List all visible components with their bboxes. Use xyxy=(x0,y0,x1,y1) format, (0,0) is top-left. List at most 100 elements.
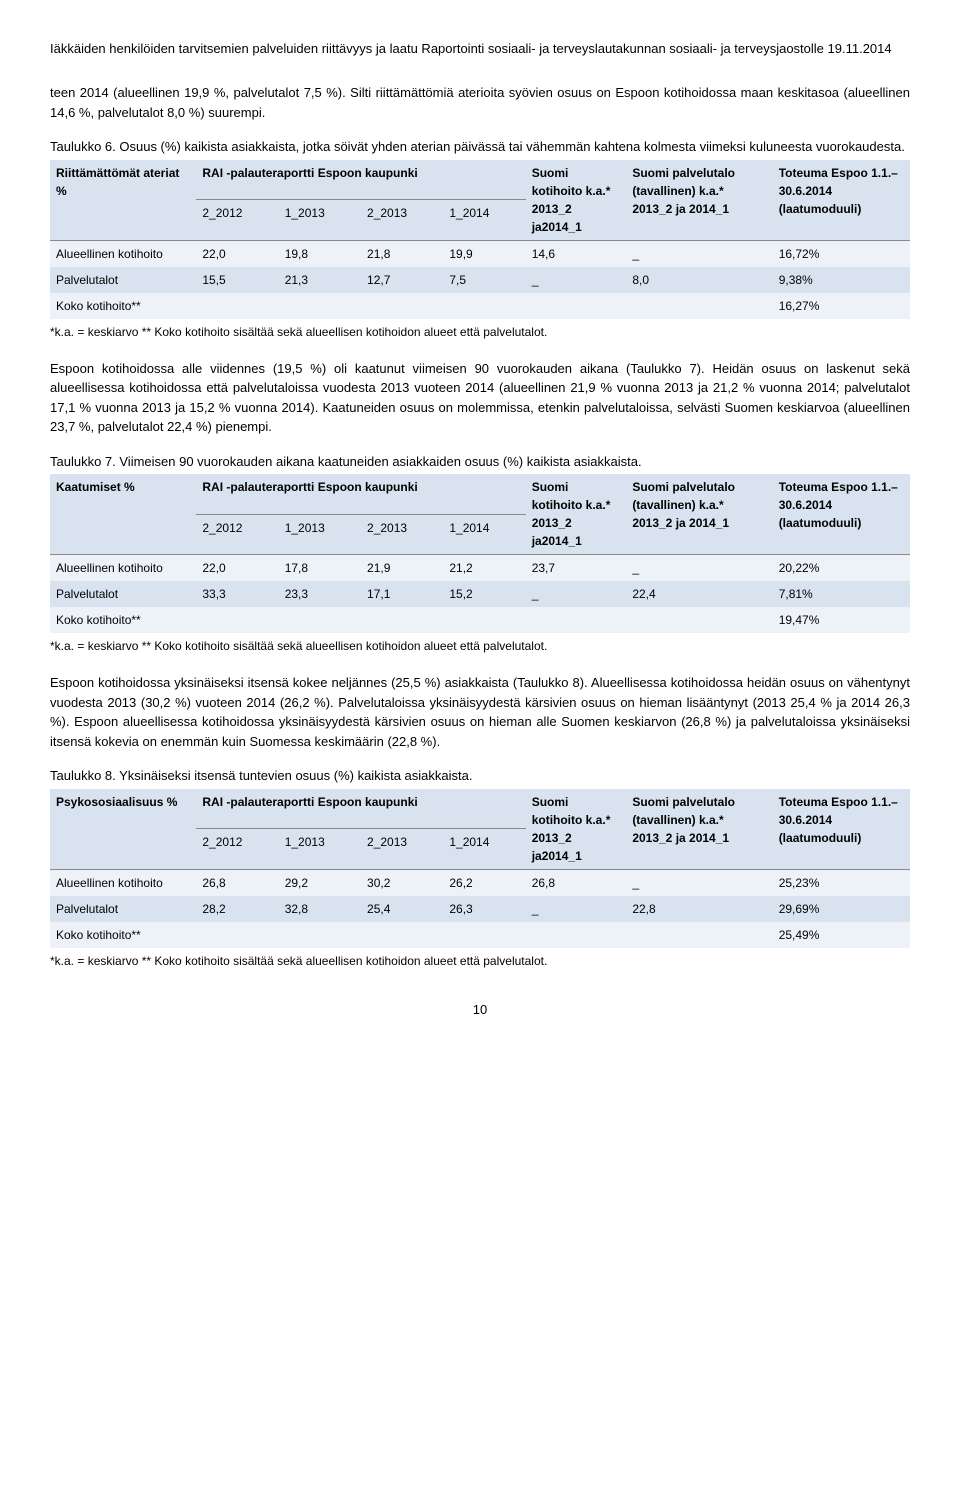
table6-caption: Taulukko 6. Osuus (%) kaikista asiakkais… xyxy=(50,137,910,157)
table8-sub-2: 2_2013 xyxy=(361,829,443,870)
cell-value xyxy=(443,922,525,948)
cell-value xyxy=(196,607,278,633)
cell-value: 21,3 xyxy=(279,267,361,293)
table7-h-tot: Toteuma Espoo 1.1.–30.6.2014 (laatumoduu… xyxy=(773,474,910,555)
table7-sub-2: 2_2013 xyxy=(361,514,443,555)
cell-value xyxy=(279,607,361,633)
table6-h-rai: RAI -palauteraportti Espoon kaupunki xyxy=(196,160,525,200)
row-label: Koko kotihoito** xyxy=(50,293,196,319)
cell-value: 26,2 xyxy=(443,869,525,896)
table7-sub-1: 1_2013 xyxy=(279,514,361,555)
paragraph-3: Espoon kotihoidossa yksinäiseksi itsensä… xyxy=(50,673,910,751)
table8-caption: Taulukko 8. Yksinäiseksi itsensä tuntevi… xyxy=(50,766,910,786)
cell-value: _ xyxy=(526,581,627,607)
cell-value: 8,0 xyxy=(626,267,772,293)
cell-value xyxy=(626,607,772,633)
page-number: 10 xyxy=(50,1000,910,1020)
cell-value xyxy=(443,607,525,633)
cell-value: 25,4 xyxy=(361,896,443,922)
table8-sub-0: 2_2012 xyxy=(196,829,278,870)
cell-value xyxy=(361,607,443,633)
cell-value: 9,38% xyxy=(773,267,910,293)
table-row: Palvelutalot33,323,317,115,2_22,47,81% xyxy=(50,581,910,607)
row-label: Koko kotihoito** xyxy=(50,607,196,633)
cell-value: 15,2 xyxy=(443,581,525,607)
cell-value xyxy=(626,293,772,319)
cell-value: 17,1 xyxy=(361,581,443,607)
table-row: Koko kotihoito** 19,47% xyxy=(50,607,910,633)
cell-value: 22,8 xyxy=(626,896,772,922)
cell-value: 23,7 xyxy=(526,555,627,582)
cell-value: 17,8 xyxy=(279,555,361,582)
table8-h-label: Psykososiaalisuus % xyxy=(50,789,196,870)
cell-value: 19,9 xyxy=(443,240,525,267)
row-label: Alueellinen kotihoito xyxy=(50,869,196,896)
table8-h-tot: Toteuma Espoo 1.1.–30.6.2014 (laatumoduu… xyxy=(773,789,910,870)
table-row: Palvelutalot28,232,825,426,3_22,829,69% xyxy=(50,896,910,922)
cell-value xyxy=(526,607,627,633)
cell-value xyxy=(443,293,525,319)
page-header: Iäkkäiden henkilöiden tarvitsemien palve… xyxy=(50,40,910,58)
table8-sub-3: 1_2014 xyxy=(443,829,525,870)
table7: Kaatumiset % RAI -palauteraportti Espoon… xyxy=(50,474,910,633)
cell-value: _ xyxy=(626,555,772,582)
cell-value: 32,8 xyxy=(279,896,361,922)
cell-value: 33,3 xyxy=(196,581,278,607)
cell-value xyxy=(626,922,772,948)
table-row: Alueellinen kotihoito22,019,821,819,914,… xyxy=(50,240,910,267)
table6: Riittämättömät ateriat % RAI -palauterap… xyxy=(50,160,910,319)
cell-value xyxy=(361,293,443,319)
cell-value xyxy=(526,922,627,948)
table-row: Alueellinen kotihoito26,829,230,226,226,… xyxy=(50,869,910,896)
table6-h-palv: Suomi palvelutalo (tavallinen) k.a.* 201… xyxy=(626,160,772,241)
cell-value: 26,8 xyxy=(196,869,278,896)
row-label: Palvelutalot xyxy=(50,267,196,293)
table6-footnote: *k.a. = keskiarvo ** Koko kotihoito sisä… xyxy=(50,323,910,341)
paragraph-2: Espoon kotihoidossa alle viidennes (19,5… xyxy=(50,359,910,437)
cell-value: _ xyxy=(526,267,627,293)
table8-h-palv: Suomi palvelutalo (tavallinen) k.a.* 201… xyxy=(626,789,772,870)
table8: Psykososiaalisuus % RAI -palauteraportti… xyxy=(50,789,910,948)
cell-value: 15,5 xyxy=(196,267,278,293)
cell-value: 7,5 xyxy=(443,267,525,293)
table6-sub-0: 2_2012 xyxy=(196,200,278,241)
cell-value: 19,47% xyxy=(773,607,910,633)
intro-paragraph: teen 2014 (alueellinen 19,9 %, palveluta… xyxy=(50,83,910,122)
cell-value: 16,72% xyxy=(773,240,910,267)
cell-value: 23,3 xyxy=(279,581,361,607)
table8-footnote: *k.a. = keskiarvo ** Koko kotihoito sisä… xyxy=(50,952,910,970)
row-label: Alueellinen kotihoito xyxy=(50,555,196,582)
table8-sub-1: 1_2013 xyxy=(279,829,361,870)
cell-value xyxy=(526,293,627,319)
cell-value: 14,6 xyxy=(526,240,627,267)
table6-sub-2: 2_2013 xyxy=(361,200,443,241)
table7-h-label: Kaatumiset % xyxy=(50,474,196,555)
table8-h-rai: RAI -palauteraportti Espoon kaupunki xyxy=(196,789,525,829)
row-label: Koko kotihoito** xyxy=(50,922,196,948)
table7-h-suomi: Suomi kotihoito k.a.* 2013_2 ja2014_1 xyxy=(526,474,627,555)
cell-value: 22,0 xyxy=(196,555,278,582)
cell-value: 26,8 xyxy=(526,869,627,896)
table-row: Palvelutalot15,521,312,77,5_8,09,38% xyxy=(50,267,910,293)
table7-sub-0: 2_2012 xyxy=(196,514,278,555)
cell-value: 30,2 xyxy=(361,869,443,896)
table-row: Koko kotihoito**16,27% xyxy=(50,293,910,319)
cell-value: _ xyxy=(526,896,627,922)
cell-value: 29,69% xyxy=(773,896,910,922)
table7-h-rai: RAI -palauteraportti Espoon kaupunki xyxy=(196,474,525,514)
table6-sub-1: 1_2013 xyxy=(279,200,361,241)
cell-value xyxy=(361,922,443,948)
table-row: Koko kotihoito** 25,49% xyxy=(50,922,910,948)
row-label: Palvelutalot xyxy=(50,581,196,607)
cell-value: _ xyxy=(626,869,772,896)
cell-value: 26,3 xyxy=(443,896,525,922)
cell-value: 22,0 xyxy=(196,240,278,267)
cell-value: 25,49% xyxy=(773,922,910,948)
table8-h-suomi: Suomi kotihoito k.a.* 2013_2 ja2014_1 xyxy=(526,789,627,870)
cell-value xyxy=(196,293,278,319)
cell-value: 21,2 xyxy=(443,555,525,582)
table6-h-tot: Toteuma Espoo 1.1.–30.6.2014 (laatumoduu… xyxy=(773,160,910,241)
cell-value: _ xyxy=(626,240,772,267)
cell-value: 28,2 xyxy=(196,896,278,922)
table7-caption: Taulukko 7. Viimeisen 90 vuorokauden aik… xyxy=(50,452,910,472)
